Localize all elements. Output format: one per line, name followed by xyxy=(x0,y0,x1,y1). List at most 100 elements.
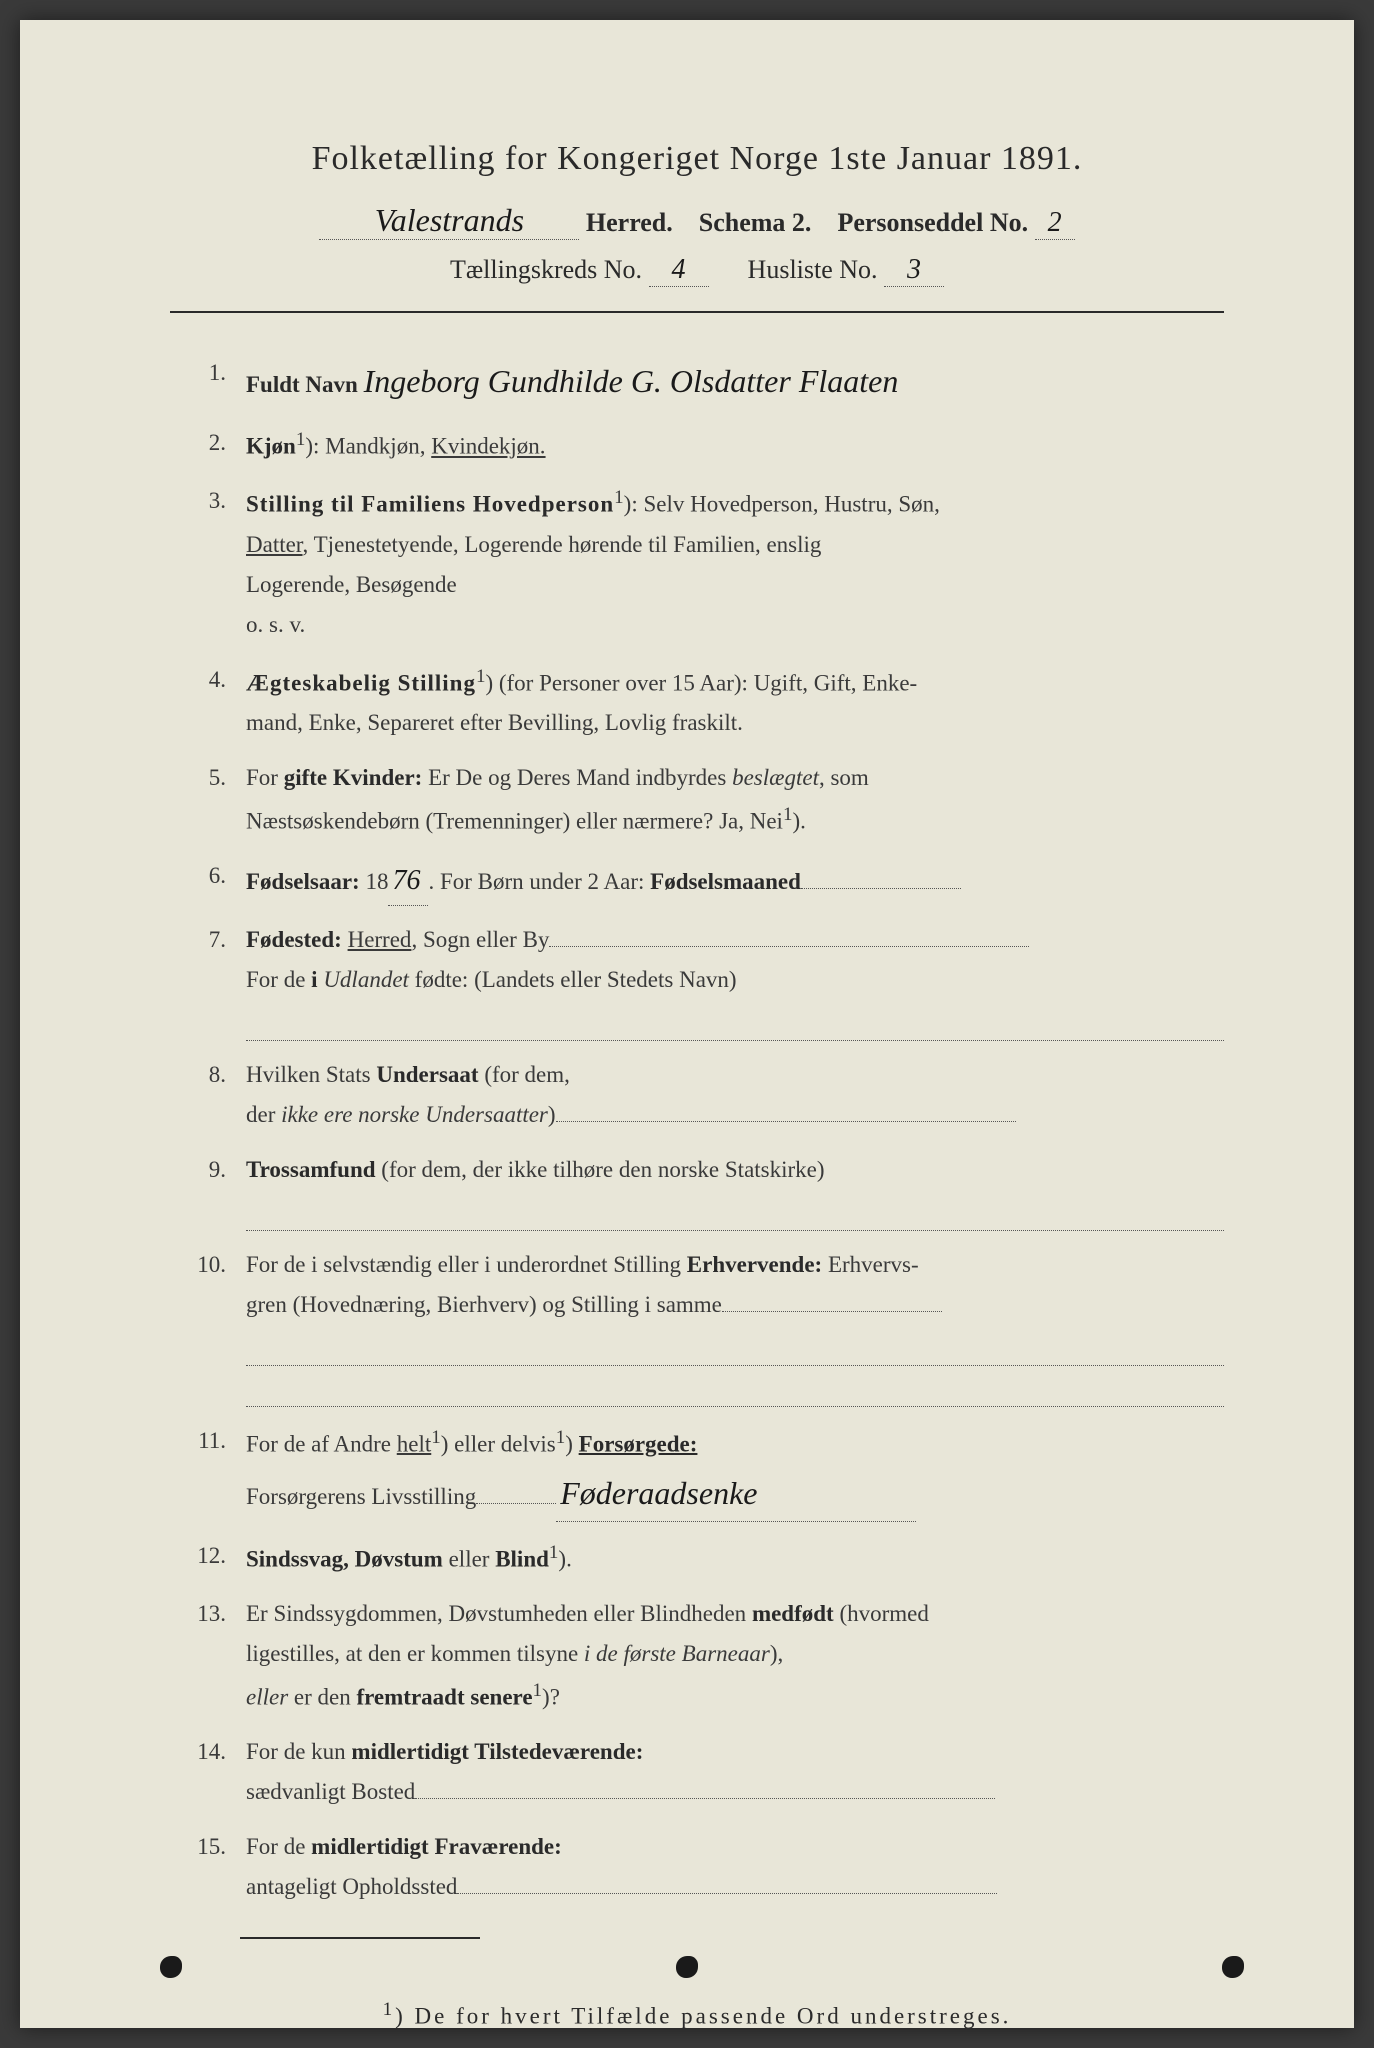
text: Forsørgerens Livsstilling xyxy=(246,1484,476,1509)
blank-field xyxy=(722,1311,942,1312)
item-13: 13. Er Sindssygdommen, Døvstumheden elle… xyxy=(190,1594,1224,1718)
item-num: 14. xyxy=(190,1732,246,1813)
blank-field xyxy=(549,946,1029,947)
divider-bottom xyxy=(240,1937,480,1939)
text: ikke ere norske Undersaatter xyxy=(281,1102,548,1127)
punch-hole-icon xyxy=(676,1956,698,1978)
text: Logerende, Besøgende xyxy=(246,572,457,597)
punch-hole-icon xyxy=(1222,1956,1244,1978)
text: ligestilles, at den er kommen tilsyne xyxy=(246,1641,584,1666)
text: , som xyxy=(819,765,869,790)
name-value: Ingeborg Gundhilde G. Olsdatter Flaaten xyxy=(364,363,899,399)
text: Er Sindssygdommen, Døvstumheden eller Bl… xyxy=(246,1601,752,1626)
husliste-value: 3 xyxy=(884,254,944,287)
item-content: Kjøn1): Mandkjøn, Kvindekjøn. xyxy=(246,423,1224,467)
item-label: Fuldt Navn xyxy=(246,372,358,397)
item-14: 14. For de kun midlertidigt Tilstedevære… xyxy=(190,1732,1224,1813)
selected-value: Datter xyxy=(246,532,303,557)
item-label: Trossamfund xyxy=(246,1157,376,1182)
item-12: 12. Sindssvag, Døvstum eller Blind1). xyxy=(190,1536,1224,1580)
text: ) (for Personer over 15 Aar): Ugift, Gif… xyxy=(485,670,917,695)
item-7: 7. Fødested: Herred, Sogn eller By For d… xyxy=(190,920,1224,1041)
item-num: 10. xyxy=(190,1245,246,1407)
item-2: 2. Kjøn1): Mandkjøn, Kvindekjøn. xyxy=(190,423,1224,467)
item-num: 2. xyxy=(190,423,246,467)
item-content: Ægteskabelig Stilling1) (for Personer ov… xyxy=(246,660,1224,744)
blank-field xyxy=(457,1893,997,1894)
blank-line xyxy=(246,1329,1224,1366)
blank-line xyxy=(246,1004,1224,1041)
item-content: Stilling til Familiens Hovedperson1): Se… xyxy=(246,481,1224,646)
item-8: 8. Hvilken Stats Undersaat (for dem, der… xyxy=(190,1055,1224,1136)
item-num: 9. xyxy=(190,1150,246,1231)
text: o. s. v. xyxy=(246,612,305,637)
text: beslægtet xyxy=(732,765,819,790)
text: ). xyxy=(792,809,805,834)
sup: 1 xyxy=(614,487,624,508)
sup: 1 xyxy=(296,429,306,450)
item-label: Stilling til Familiens Hovedperson xyxy=(246,492,614,517)
text: gifte Kvinder: xyxy=(284,765,423,790)
sup: 1 xyxy=(533,1680,543,1701)
text: eller xyxy=(246,1685,288,1710)
provider-value: Føderaadsenke xyxy=(556,1465,916,1522)
item-num: 5. xyxy=(190,758,246,842)
text: For de xyxy=(246,967,311,992)
item-5: 5. For gifte Kvinder: Er De og Deres Man… xyxy=(190,758,1224,842)
document-page: Folketælling for Kongeriget Norge 1ste J… xyxy=(20,20,1354,2028)
item-label: Ægteskabelig Stilling xyxy=(246,670,476,695)
text: sædvanligt Bosted xyxy=(246,1779,415,1804)
text: For de af Andre xyxy=(246,1431,397,1456)
blank-field xyxy=(556,1121,1016,1122)
sup: 1 xyxy=(556,1427,566,1448)
text: Erhvervende: xyxy=(687,1252,822,1277)
text: For de kun xyxy=(246,1739,351,1764)
item-num: 11. xyxy=(190,1421,246,1522)
text: . For Børn under 2 Aar: xyxy=(428,869,650,894)
text: ): Mandkjøn, xyxy=(305,434,431,459)
item-content: For de i selvstændig eller i underordnet… xyxy=(246,1245,1224,1407)
herred-label: Herred. xyxy=(586,208,673,237)
main-title: Folketælling for Kongeriget Norge 1ste J… xyxy=(170,140,1224,178)
item-content: For de kun midlertidigt Tilstedeværende:… xyxy=(246,1732,1224,1813)
text: Hvilken Stats xyxy=(246,1062,376,1087)
text: 18 xyxy=(360,869,389,894)
text: Erhvervs- xyxy=(822,1252,918,1277)
item-content: For de af Andre helt1) eller delvis1) Fo… xyxy=(246,1421,1224,1522)
footnote-text: ) De for hvert Tilfælde passende Ord und… xyxy=(395,2004,1011,2029)
text: ), xyxy=(770,1641,783,1666)
selected-value: Herred xyxy=(348,927,412,952)
text: midlertidigt Fraværende: xyxy=(311,1834,562,1859)
item-content: Sindssvag, Døvstum eller Blind1). xyxy=(246,1536,1224,1580)
item-label: Kjøn xyxy=(246,434,296,459)
text: Undersaat xyxy=(376,1062,478,1087)
punch-hole-icon xyxy=(160,1956,182,1978)
item-15: 15. For de midlertidigt Fraværende: anta… xyxy=(190,1827,1224,1908)
header: Folketælling for Kongeriget Norge 1ste J… xyxy=(170,140,1224,287)
item-10: 10. For de i selvstændig eller i underor… xyxy=(190,1245,1224,1407)
item-label: Fødested: xyxy=(246,927,342,952)
selected-value: Kvindekjøn. xyxy=(431,434,545,459)
text: er den xyxy=(288,1685,356,1710)
schema-label: Schema 2. xyxy=(699,208,812,237)
text: eller xyxy=(443,1546,495,1571)
text: Udlandet xyxy=(318,967,409,992)
item-content: Hvilken Stats Undersaat (for dem, der ik… xyxy=(246,1055,1224,1136)
text: (for dem, xyxy=(479,1062,570,1087)
blank-field xyxy=(476,1503,556,1504)
blank-line xyxy=(246,1370,1224,1407)
text: der xyxy=(246,1102,281,1127)
item-content: Fuldt Navn Ingeborg Gundhilde G. Olsdatt… xyxy=(246,353,1224,409)
text: gren (Hovednæring, Bierhverv) og Stillin… xyxy=(246,1292,722,1317)
item-content: Trossamfund (for dem, der ikke tilhøre d… xyxy=(246,1150,1224,1231)
footnote: 1) De for hvert Tilfælde passende Ord un… xyxy=(170,1999,1224,2030)
text: ) xyxy=(565,1431,578,1456)
item-label: Fødselsmaaned xyxy=(650,869,801,894)
text: ) eller delvis xyxy=(441,1431,556,1456)
divider-top xyxy=(170,311,1224,313)
text: ) xyxy=(548,1102,556,1127)
sup: 1 xyxy=(549,1542,559,1563)
item-num: 6. xyxy=(190,856,246,906)
text: )? xyxy=(542,1685,560,1710)
text: Er De og Deres Mand indbyrdes xyxy=(422,765,732,790)
